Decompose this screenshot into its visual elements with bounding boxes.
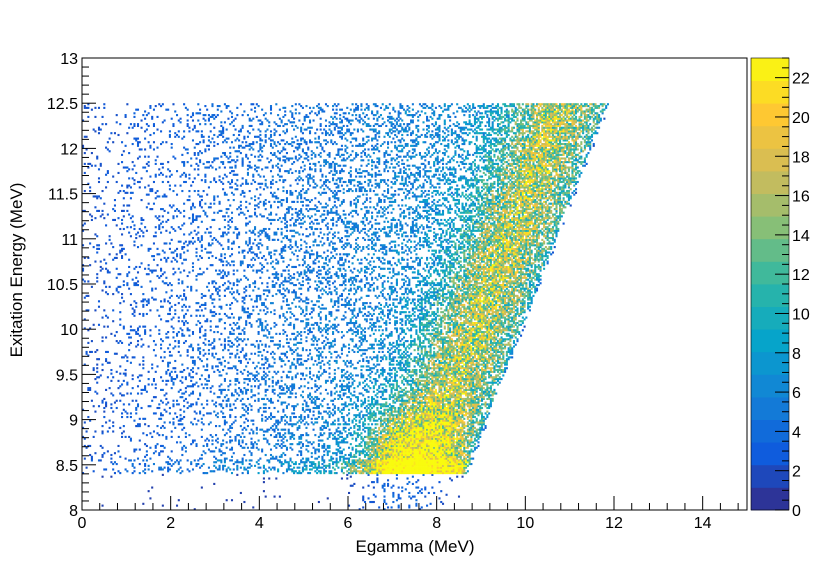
x-tick-label: 2 <box>166 515 175 532</box>
x-tick-label: 6 <box>344 515 353 532</box>
y-tick-label: 12 <box>60 141 78 158</box>
x-tick-label: 4 <box>255 515 264 532</box>
z-tick-label: 18 <box>792 149 810 166</box>
z-tick-label: 16 <box>792 189 810 206</box>
z-tick-label: 12 <box>792 267 810 284</box>
y-tick-label: 10.5 <box>47 277 78 294</box>
heatmap-cells <box>82 103 609 511</box>
y-tick-label: 11.5 <box>48 187 78 204</box>
z-tick-label: 10 <box>792 306 810 323</box>
y-tick-label: 9 <box>69 413 78 430</box>
x-tick-label: 10 <box>516 515 534 532</box>
z-tick-label: 8 <box>792 346 801 363</box>
z-tick-label: 22 <box>792 71 810 88</box>
x-axis: 0 2 4 6 8 10 12 14 <box>78 496 739 532</box>
x-tick-label: 14 <box>694 515 712 532</box>
z-tick-label: 6 <box>792 385 801 402</box>
y-tick-label: 9.5 <box>56 367 78 384</box>
z-tick-label: 14 <box>792 228 810 245</box>
y-tick-label: 8 <box>69 503 78 520</box>
y-axis-title: Exitation Energy (MeV) <box>7 183 26 358</box>
x-axis-title: Egamma (MeV) <box>355 537 474 556</box>
y-tick-label: 12.5 <box>47 96 78 113</box>
color-scale-bar <box>750 57 790 511</box>
x-tick-label: 8 <box>432 515 441 532</box>
y-tick-label: 11 <box>61 232 78 249</box>
y-tick-label: 8.5 <box>56 458 78 475</box>
y-tick-label: 13 <box>60 51 78 68</box>
y-tick-label: 10 <box>60 322 78 339</box>
x-tick-label: 0 <box>78 515 87 532</box>
z-tick-label: 2 <box>792 464 801 481</box>
color-scale-axis: 0 2 4 6 8 10 12 14 16 18 20 22 <box>775 57 810 520</box>
y-axis: 8 8.5 9 9.5 10 10.5 11 11.5 12 12.5 13 <box>47 51 96 520</box>
z-tick-label: 4 <box>792 424 801 441</box>
z-tick-label: 0 <box>792 503 801 520</box>
z-tick-label: 20 <box>792 110 810 127</box>
x-tick-label: 12 <box>605 515 623 532</box>
